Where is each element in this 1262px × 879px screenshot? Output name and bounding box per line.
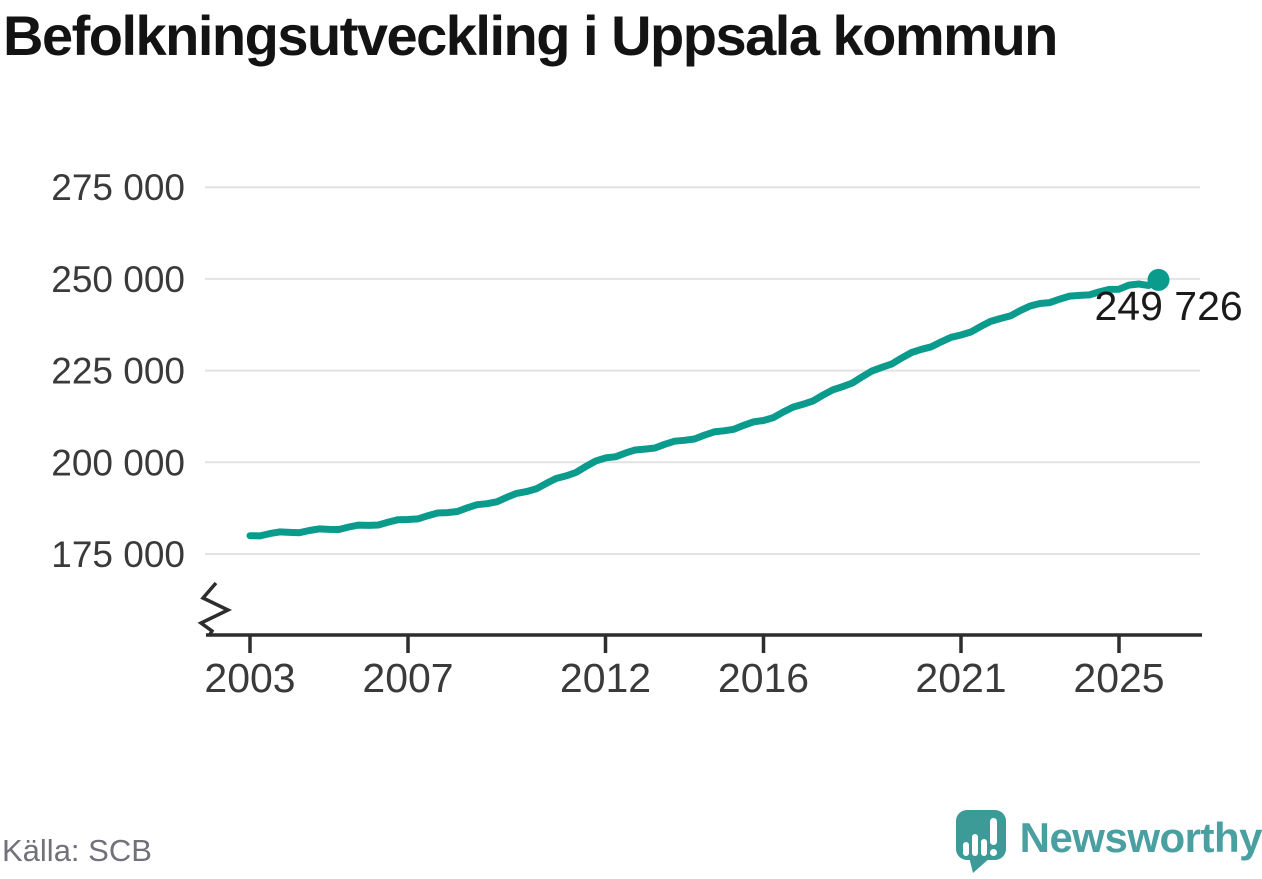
newsworthy-logo-text: Newsworthy — [1019, 814, 1262, 861]
source-label: Källa: SCB — [2, 833, 152, 868]
newsworthy-logo-icon — [955, 810, 1006, 873]
last-value-label: 249 726 — [1095, 283, 1243, 329]
x-tick-label: 2012 — [560, 655, 651, 701]
x-tick-label: 2021 — [915, 655, 1006, 701]
population-line — [246, 276, 1162, 540]
x-tick-label: 2025 — [1073, 655, 1164, 701]
last-point-marker — [1147, 268, 1170, 291]
chart-title: Befolkningsutveckling i Uppsala kommun — [3, 4, 1058, 67]
y-tick-label: 250 000 — [51, 259, 185, 300]
y-tick-label: 275 000 — [51, 167, 185, 208]
newsworthy-logo: Newsworthy — [953, 809, 1262, 875]
y-tick-label: 200 000 — [51, 442, 185, 483]
x-tick-label: 2016 — [718, 655, 809, 701]
y-tick-label: 225 000 — [51, 351, 185, 392]
y-tick-label: 175 000 — [51, 534, 185, 575]
x-tick-label: 2003 — [204, 655, 295, 701]
y-axis-break-icon — [197, 581, 233, 637]
x-tick-label: 2007 — [362, 655, 453, 701]
